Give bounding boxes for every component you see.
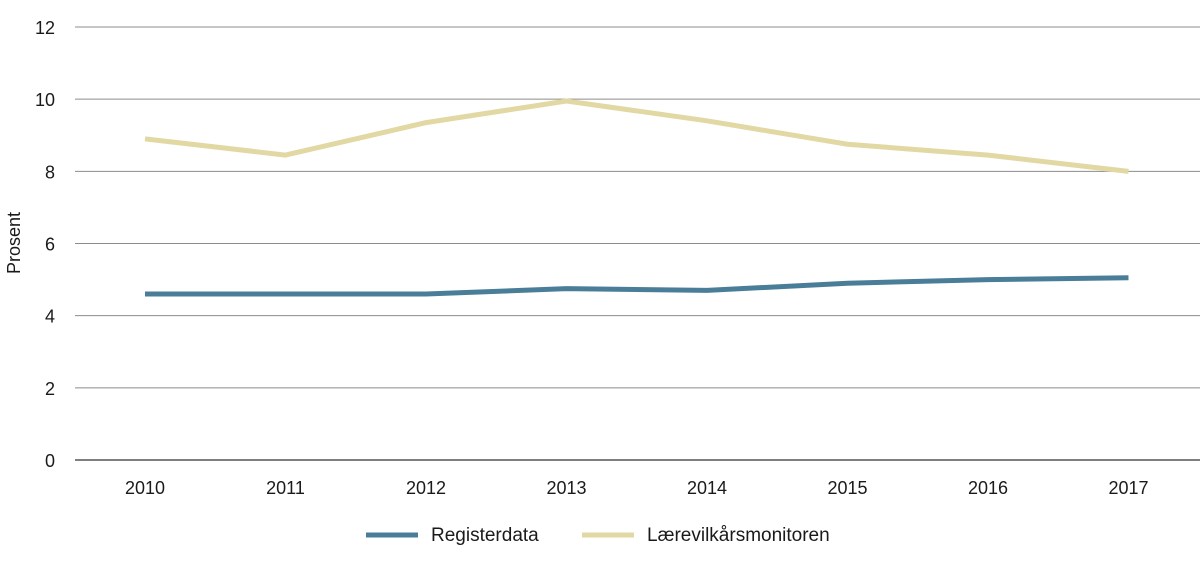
x-tick-label: 2011 [266,478,305,498]
y-tick-label: 12 [35,18,55,38]
x-tick-label: 2010 [125,478,165,498]
y-tick-label: 4 [45,307,55,327]
series-lines [144,98,1129,297]
x-tick-label: 2012 [406,478,446,498]
y-tick-label: 8 [45,162,55,182]
y-axis-title: Prosent [4,212,24,274]
y-tick-label: 2 [45,379,55,399]
legend-label: Lærevilkårsmonitoren [647,525,830,546]
x-tick-label: 2014 [687,478,727,498]
legend: Registerdata Lærevilkårsmonitoren [366,525,830,546]
y-tick-label: 6 [45,235,55,255]
x-tick-label: 2017 [1108,478,1148,498]
y-tick-label: 0 [45,451,55,471]
gridlines [75,26,1200,461]
series-line [145,275,1129,297]
legend-label: Registerdata [431,525,539,546]
y-axis-ticks: 0 2 4 6 8 10 12 [35,18,55,471]
series-line [144,98,1129,174]
x-tick-label: 2016 [968,478,1008,498]
x-axis-ticks: 2010 2011 2012 2013 2014 2015 2016 2017 [125,478,1149,498]
x-tick-label: 2013 [546,478,586,498]
x-tick-label: 2015 [827,478,867,498]
y-tick-label: 10 [35,90,55,110]
